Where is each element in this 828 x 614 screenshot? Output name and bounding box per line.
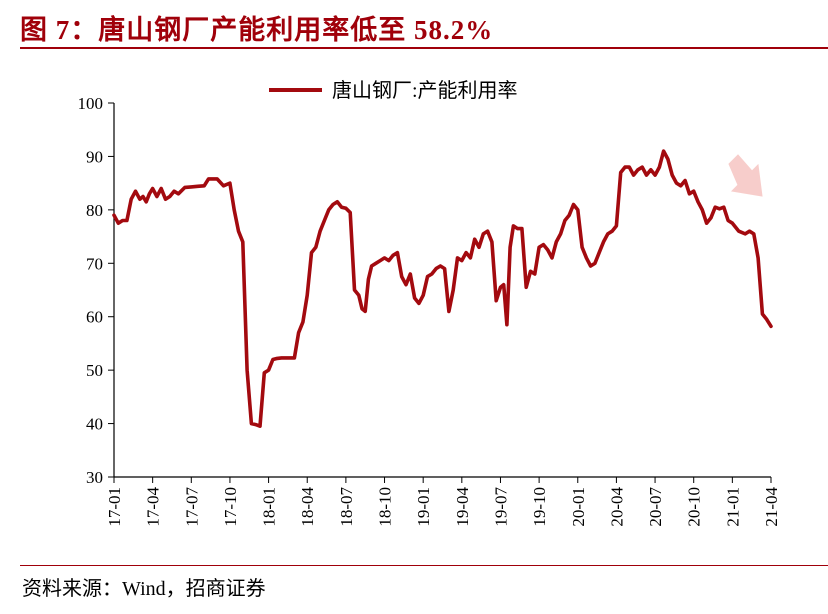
y-tick-label: 60 bbox=[86, 308, 103, 327]
chart-axes: 30 40 50 60 70 80 90 100 17-01 17-04 17-07 17-10 18-… bbox=[78, 94, 782, 527]
line-chart: 30 40 50 60 70 80 90 100 17-01 17-04 17-07 17-10 18-… bbox=[78, 79, 782, 527]
x-tick-label: 20-01 bbox=[569, 487, 588, 527]
x-tick-label: 19-04 bbox=[453, 487, 472, 527]
series-line-0 bbox=[112, 149, 773, 429]
x-tick-label: 19-10 bbox=[530, 487, 549, 527]
y-tick-label: 70 bbox=[86, 254, 103, 273]
y-tick-label: 30 bbox=[86, 468, 103, 487]
x-tick-label: 18-01 bbox=[260, 487, 279, 527]
trend-arrow bbox=[728, 154, 763, 197]
footer-divider bbox=[20, 565, 828, 566]
y-tick-label: 80 bbox=[86, 201, 103, 220]
x-tick-label: 19-01 bbox=[414, 487, 433, 527]
title-divider bbox=[20, 47, 828, 49]
x-tick-label: 18-10 bbox=[376, 487, 395, 527]
source-note: 资料来源：Wind，招商证券 bbox=[22, 578, 266, 600]
x-tick-label: 17-07 bbox=[182, 487, 201, 527]
legend-label: 唐山钢厂:产能利用率 bbox=[332, 79, 518, 102]
x-tick-label: 17-10 bbox=[221, 487, 240, 527]
x-tick-label: 18-07 bbox=[337, 487, 356, 527]
x-tick-label: 21-01 bbox=[723, 487, 742, 527]
x-tick-label: 21-04 bbox=[762, 487, 781, 527]
x-tick-label: 17-04 bbox=[144, 487, 163, 527]
x-tick-label: 20-07 bbox=[646, 487, 665, 527]
down-right-arrow-icon bbox=[728, 154, 763, 197]
x-tick-label: 18-04 bbox=[298, 487, 317, 527]
y-tick-label: 40 bbox=[86, 415, 103, 434]
y-tick-label: 90 bbox=[86, 147, 103, 166]
y-tick-label: 100 bbox=[78, 94, 104, 113]
series-layer bbox=[112, 149, 773, 429]
x-tick-label: 19-07 bbox=[491, 487, 510, 527]
x-tick-label: 20-04 bbox=[607, 487, 626, 527]
y-tick-label: 50 bbox=[86, 361, 103, 380]
x-tick-label: 20-10 bbox=[685, 487, 704, 527]
page-title: 图 7：唐山钢厂产能利用率低至 58.2% bbox=[20, 15, 494, 45]
chart-legend: 唐山钢厂:产能利用率 bbox=[269, 79, 518, 102]
x-tick-label: 17-01 bbox=[105, 487, 124, 527]
